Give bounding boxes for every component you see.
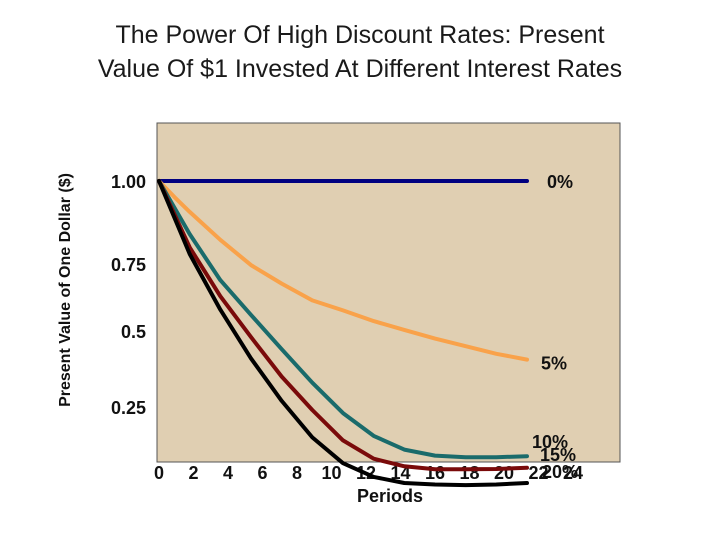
x-tick-label: 8 bbox=[292, 463, 302, 483]
x-tick-label: 20 bbox=[494, 463, 514, 483]
x-tick-label: 16 bbox=[425, 463, 445, 483]
x-tick-label: 4 bbox=[223, 463, 233, 483]
chart-title-line-1: The Power Of High Discount Rates: Presen… bbox=[115, 21, 605, 49]
chart-title: The Power Of High Discount Rates: Presen… bbox=[0, 18, 720, 86]
series-line bbox=[157, 179, 529, 472]
x-axis-label: Periods bbox=[356, 486, 424, 506]
y-tick-label: 1.00 bbox=[111, 172, 146, 192]
y-tick-label: 0.25 bbox=[111, 398, 146, 418]
series-line bbox=[157, 179, 529, 362]
y-tick-label: 0.75 bbox=[111, 255, 146, 275]
x-tick-label: 24 bbox=[563, 463, 583, 483]
x-tick-label: 6 bbox=[257, 463, 267, 483]
series-label: 5% bbox=[541, 354, 567, 374]
y-tick-label: 0.5 bbox=[121, 322, 146, 342]
x-tick-label: 2 bbox=[188, 463, 198, 483]
x-tick-label: 0 bbox=[154, 463, 164, 483]
x-tick-label: 18 bbox=[459, 463, 479, 483]
x-tick-label: 10 bbox=[321, 463, 341, 483]
chart-title-line-2: Value Of $1 Invested At Different Intere… bbox=[97, 55, 623, 83]
series-line bbox=[157, 179, 529, 460]
series-label: 0% bbox=[547, 172, 573, 192]
series-label: 20% bbox=[542, 462, 578, 482]
series-label: 10% bbox=[532, 432, 568, 452]
series-line bbox=[157, 179, 529, 488]
series-label: 15% bbox=[540, 445, 576, 465]
x-tick-label: 22 bbox=[528, 463, 548, 483]
